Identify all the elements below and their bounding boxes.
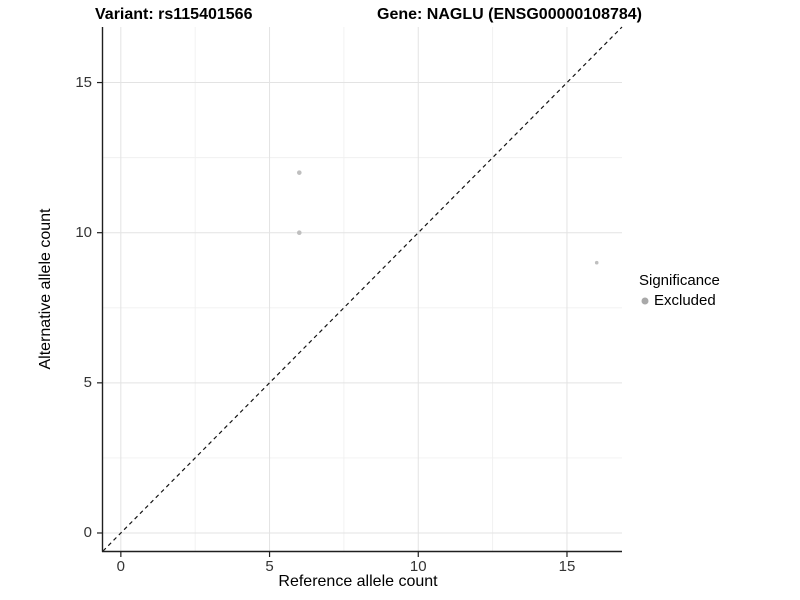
x-axis-title: Reference allele count [278, 573, 438, 590]
legend-item: Excluded [639, 292, 720, 310]
y-tick-label: 15 [75, 73, 92, 91]
legend: Significance Excluded [639, 272, 720, 310]
legend-item-label: Excluded [654, 292, 716, 309]
legend-point-icon [639, 295, 651, 307]
x-tick-label: 15 [558, 558, 576, 575]
plot-title-variant: Variant: rs115401566 [95, 6, 253, 23]
y-tick-label: 10 [75, 223, 92, 241]
identity-dashed-line [102, 26, 623, 552]
legend-dot-icon [641, 297, 649, 305]
legend-title: Significance [639, 272, 720, 289]
data-point [296, 230, 302, 235]
legend-items: Excluded [639, 292, 720, 310]
data-point [296, 170, 302, 175]
y-tick-label: 5 [83, 373, 92, 391]
plot-title-gene: Gene: NAGLU (ENSG00000108784) [377, 6, 642, 23]
x-tick-label: 5 [265, 558, 274, 575]
data-point [594, 260, 599, 265]
y-tick-label: 0 [83, 523, 92, 541]
x-tick-label: 10 [409, 558, 427, 575]
x-tick-label: 0 [116, 558, 126, 575]
